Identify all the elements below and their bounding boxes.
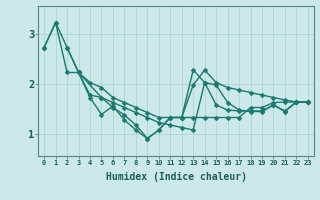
X-axis label: Humidex (Indice chaleur): Humidex (Indice chaleur) <box>106 172 246 182</box>
